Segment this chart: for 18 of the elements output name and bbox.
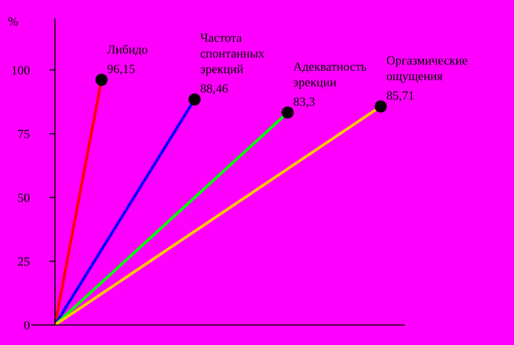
point bbox=[95, 74, 108, 86]
point bbox=[374, 100, 387, 113]
data-label: 83,3 bbox=[294, 97, 315, 108]
y-tick-label: 25 bbox=[18, 257, 30, 266]
point bbox=[282, 106, 294, 119]
y-tick-label: 75 bbox=[18, 130, 30, 138]
y-tick-label: 50 bbox=[18, 194, 30, 202]
y-axis-title: % bbox=[8, 17, 18, 26]
data-label: 88,46 bbox=[200, 84, 228, 95]
series-label: Либидо bbox=[107, 44, 148, 56]
series-label: Адекватность эрекции bbox=[293, 62, 366, 89]
point bbox=[188, 93, 201, 106]
data-label: 96,15 bbox=[107, 64, 135, 75]
series-label: Частота спонтанных эрекций bbox=[200, 34, 264, 76]
data-label: 85,71 bbox=[386, 91, 414, 102]
y-tick-label: 100 bbox=[12, 66, 30, 74]
y-tick-label: 0 bbox=[24, 321, 30, 330]
series-label: Оргазмические ощущения bbox=[386, 56, 468, 83]
